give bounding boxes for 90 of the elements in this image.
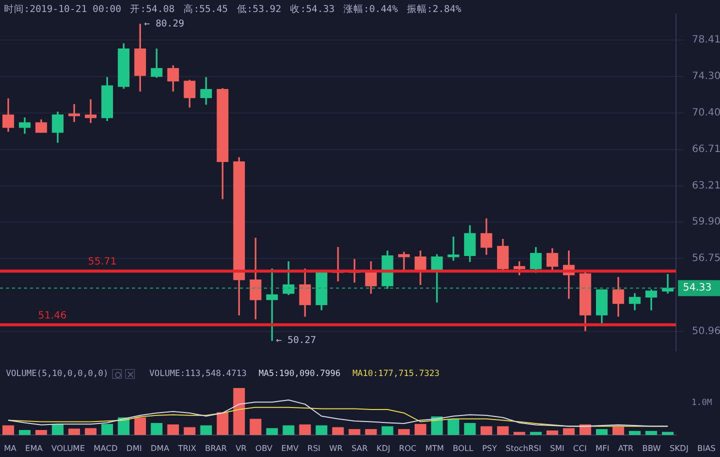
text: CCI	[573, 444, 587, 455]
bar	[645, 430, 658, 435]
text: MTM	[425, 444, 444, 455]
text: SKDJ	[670, 444, 688, 455]
y-tick-label: 70.40	[692, 108, 720, 119]
text: SMI	[550, 444, 564, 455]
text: KDJ	[376, 444, 390, 455]
bar	[150, 423, 162, 435]
text: 1.0M	[692, 398, 712, 408]
annotation: ← 50.27	[276, 335, 316, 346]
text: ROC	[399, 444, 416, 455]
annotation: 涨幅:0.44%	[344, 4, 398, 15]
text: StochRSI	[506, 444, 542, 455]
bar	[200, 425, 212, 435]
text: BIAS	[697, 444, 716, 455]
bar	[299, 424, 311, 435]
text: EMA	[25, 444, 43, 455]
chart-title: VOLUME(5,10,0,0,0,0)	[6, 369, 108, 379]
text: MA10:177,715.7323	[352, 369, 440, 379]
bar	[514, 432, 526, 435]
text: OBV	[255, 444, 272, 455]
bar	[348, 429, 360, 435]
y-tick-label: 63.21	[692, 180, 720, 192]
bar	[101, 424, 113, 435]
text: PSY	[482, 444, 497, 455]
bar	[316, 425, 328, 435]
bar	[628, 430, 641, 435]
text: MA5:190,090.7996	[258, 369, 340, 379]
text: MACD	[94, 444, 118, 455]
text: WR	[329, 444, 343, 455]
bar	[365, 429, 377, 435]
text: DMI	[126, 444, 142, 455]
text: MA	[4, 444, 16, 455]
bar	[134, 417, 146, 435]
y-tick-label: 50.96	[692, 326, 720, 337]
y-tick-label: 59.90	[692, 216, 720, 228]
text: BBW	[642, 444, 661, 455]
bar	[35, 430, 48, 435]
text: TRIX	[178, 444, 196, 455]
ref-line-label: 55.71	[88, 256, 117, 268]
bar	[414, 424, 426, 435]
bar	[282, 425, 294, 435]
text: BRAR	[205, 444, 227, 455]
text: VR	[236, 444, 247, 455]
bar	[382, 426, 394, 435]
bar	[250, 418, 262, 435]
bar	[266, 428, 278, 435]
y-tick-label: 66.71	[692, 144, 720, 155]
bar	[184, 427, 196, 435]
ref-line-label: 54.33	[683, 282, 712, 294]
bar	[167, 424, 179, 435]
bar	[612, 426, 624, 435]
ref-line-label: 51.46	[38, 310, 67, 322]
bar	[563, 428, 575, 435]
bar	[2, 425, 14, 435]
annotation: 开:54.08	[130, 4, 175, 15]
bar	[52, 424, 64, 435]
annotation: 低:53.92	[236, 4, 282, 15]
bar	[233, 388, 245, 435]
annotation: 收:54.33	[290, 4, 335, 15]
text: BOLL	[452, 444, 474, 455]
text: SAR	[351, 444, 368, 455]
text: VOLUME	[51, 444, 85, 455]
series-label: VOLUME:113,548.4713	[149, 369, 247, 379]
annotation: 时间:2019-10-21 00:00	[4, 4, 122, 15]
y-tick-label: 78.41	[692, 34, 720, 46]
bar	[398, 429, 410, 435]
bar	[480, 426, 492, 435]
bar	[530, 432, 542, 435]
bar	[546, 430, 558, 435]
y-tick-label: 74.30	[692, 71, 720, 82]
bar	[662, 432, 674, 435]
bar	[464, 423, 476, 435]
text: DMA	[150, 444, 170, 455]
bar	[448, 419, 460, 435]
bar	[216, 412, 228, 435]
bar	[84, 428, 97, 435]
annotation: 振幅:2.84%	[406, 4, 462, 15]
bar	[68, 428, 80, 435]
y-tick-label: 56.75	[692, 253, 720, 264]
bar	[332, 427, 344, 435]
annotation: 高:55.45	[184, 4, 228, 15]
text: ATR	[618, 444, 634, 455]
text: MFI	[595, 444, 610, 455]
annotation: ← 80.29	[144, 18, 184, 30]
bar	[596, 429, 608, 435]
bar	[497, 426, 509, 435]
text: EMV	[281, 444, 299, 455]
text: RSI	[307, 444, 320, 455]
bar	[18, 430, 31, 435]
